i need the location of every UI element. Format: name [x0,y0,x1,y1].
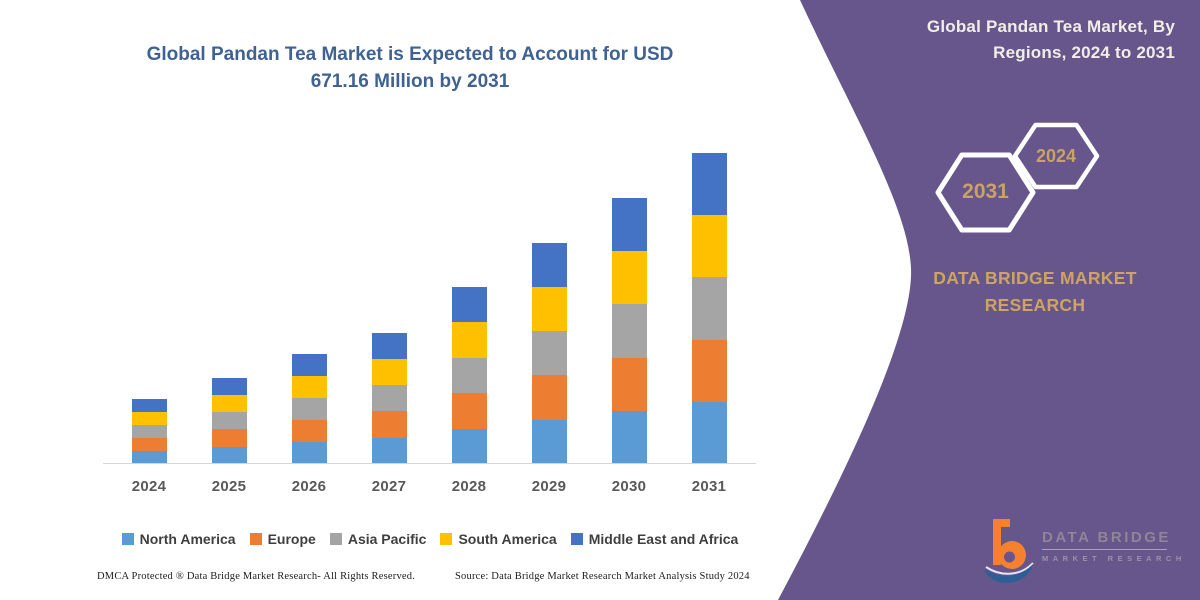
data-bridge-logo-icon [985,519,1034,583]
bar-segment-south-america [611,251,647,305]
bar-segment-middle-east-and-africa [371,332,407,359]
hexagon-2031 [935,152,1036,233]
legend-item-europe: Europe [249,531,316,547]
bar-segment-asia-pacific [291,398,327,420]
legend-label: Middle East and Africa [588,531,739,547]
bar-segment-middle-east-and-africa [611,198,647,252]
bar-2028 [451,287,487,464]
bar-segment-europe [291,420,327,442]
bar-segment-south-america [451,322,487,358]
bar-segment-europe [211,429,247,447]
data-bridge-logo: DATA BRIDGE MARKET RESEARCH [985,513,1186,585]
bar-segment-north-america [451,428,487,464]
x-axis-label-2024: 2024 [131,478,167,495]
brand-caption: DATA BRIDGE MARKET RESEARCH [933,268,1137,316]
legend-item-middle-east-and-africa: Middle East and Africa [570,531,739,547]
bar-segment-europe [691,339,727,402]
hexagon-year-2031: 2031 [962,180,1009,203]
hexagon-2024 [1012,122,1100,190]
bar-2027 [371,332,407,464]
bar-segment-south-america [531,286,567,332]
legend-swatch-icon [121,533,134,545]
x-axis-label-2029: 2029 [531,478,567,495]
bar-segment-europe [371,411,407,438]
bar-segment-north-america [211,446,247,464]
bar-segment-europe [451,393,487,429]
bar-segment-middle-east-and-africa [291,354,327,376]
dmca-notice: DMCA Protected ® Data Bridge Market Rese… [97,571,416,582]
logo-tagline: MARKET RESEARCH [1042,554,1186,563]
bar-segment-south-america [691,215,727,278]
bar-2026 [291,354,327,464]
legend-item-south-america: South America [440,531,557,547]
bar-2024 [131,399,167,464]
chart-title: Global Pandan Tea Market is Expected to … [146,44,674,92]
bar-2025 [211,377,247,464]
x-axis-label-2026: 2026 [291,478,327,495]
bar-segment-middle-east-and-africa [531,242,567,287]
bar-segment-north-america [131,451,167,464]
legend-item-asia-pacific: Asia Pacific [329,531,427,547]
bar-segment-europe [531,375,567,420]
legend-swatch-icon [329,533,342,545]
bar-segment-north-america [611,410,647,464]
source-note: Source: Data Bridge Market Research Mark… [455,571,750,582]
x-axis-label-2025: 2025 [211,478,247,495]
logo-text: DATA BRIDGE MARKET RESEARCH [1042,529,1186,563]
bar-segment-asia-pacific [131,425,167,438]
x-axis-label-2031: 2031 [691,478,727,495]
bar-segment-asia-pacific [451,357,487,394]
bar-2029 [531,242,567,464]
bar-segment-middle-east-and-africa [211,377,247,395]
hexagon-year-2024: 2024 [1035,146,1077,166]
x-axis-label-2027: 2027 [371,478,407,495]
bar-segment-south-america [291,376,327,398]
bar-segment-south-america [371,358,407,386]
bar-2030 [611,198,647,464]
chart-legend: North America Europe Asia Pacific South Ame… [100,530,760,548]
bar-segment-middle-east-and-africa [131,399,167,412]
bar-segment-asia-pacific [211,412,247,430]
legend-swatch-icon [440,533,453,545]
bar-segment-middle-east-and-africa [451,287,487,323]
bar-segment-asia-pacific [691,277,727,340]
logo-divider [1042,549,1167,550]
x-axis-label-2028: 2028 [451,478,487,495]
legend-label: Asia Pacific [347,531,427,547]
legend-label: North America [139,531,236,547]
bar-segment-north-america [531,419,567,464]
bar-segment-south-america [211,394,247,413]
x-axis-label-2030: 2030 [611,478,647,495]
side-panel-heading: Global Pandan Tea Market, By Regions, 20… [926,17,1175,63]
bar-segment-north-america [291,442,327,464]
bar-segment-middle-east-and-africa [691,153,727,216]
bar-segment-asia-pacific [531,331,567,376]
bar-segment-north-america [691,401,727,464]
bar-segment-south-america [131,412,167,425]
bar-segment-europe [131,438,167,451]
bar-segment-asia-pacific [371,385,407,412]
logo-wordmark: DATA BRIDGE [1042,529,1171,546]
bar-segment-asia-pacific [611,304,647,358]
bar-segment-europe [611,357,647,411]
legend-item-north-america: North America [121,531,236,547]
legend-swatch-icon [249,533,262,545]
bar-segment-north-america [371,437,407,464]
bar-2031 [691,153,727,464]
legend-label: Europe [267,531,316,547]
legend-swatch-icon [570,533,583,545]
x-axis-line [103,463,756,464]
legend-label: South America [458,531,557,547]
